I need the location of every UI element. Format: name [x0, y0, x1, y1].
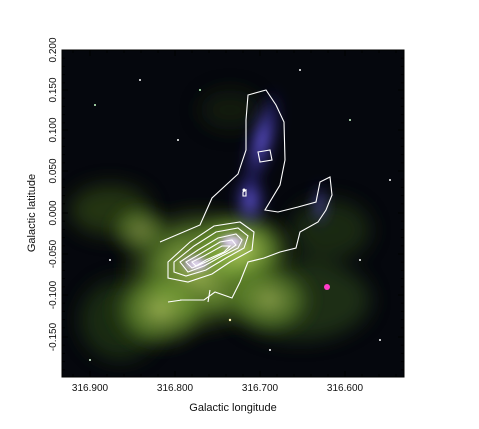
point-sources	[89, 69, 391, 361]
y-tick-label: 0.050	[48, 158, 59, 183]
contour-lines	[159, 89, 333, 303]
x-tick-label: 316.600	[327, 383, 364, 394]
contour-outer	[159, 89, 333, 301]
contour-4	[179, 233, 243, 273]
x-tick-label: 316.900	[72, 383, 109, 394]
contour-6	[191, 245, 232, 267]
x-tick-label: 316.700	[242, 383, 279, 394]
x-tick-label: 316.800	[157, 383, 194, 394]
y-tick-label: 0.000	[48, 200, 59, 225]
contour-tiny	[242, 188, 247, 197]
contour-small-loop	[257, 149, 273, 163]
plot-axes: 316.900 316.800 316.700 316.600 0.200 0.150 0.…	[48, 37, 405, 394]
blue-emission	[232, 86, 330, 230]
y-tick-label: -0.100	[48, 280, 59, 309]
contour-3	[173, 227, 249, 277]
contour-2	[167, 221, 255, 283]
y-tick-label: -0.150	[48, 322, 59, 351]
y-axis-title: Galactic latitude	[26, 174, 38, 252]
green-nebula	[105, 200, 320, 355]
y-tick-label: 0.200	[48, 37, 59, 62]
x-axis-title: Galactic longitude	[189, 402, 276, 414]
sky-image	[62, 50, 404, 377]
contour-stub-2	[207, 289, 211, 303]
contour-stub	[167, 299, 183, 303]
y-tick-label: 0.150	[48, 77, 59, 102]
y-tick-label: -0.050	[48, 239, 59, 268]
y-tick-label: 0.100	[48, 117, 59, 142]
